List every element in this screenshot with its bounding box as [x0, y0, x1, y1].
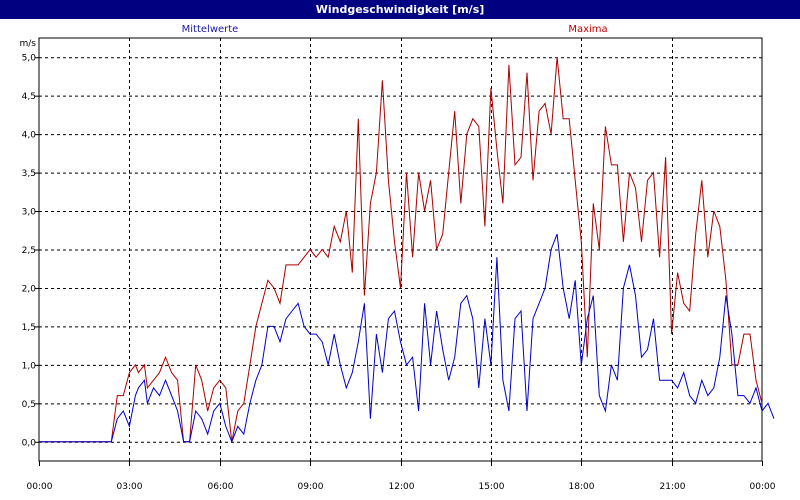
- legend-mittelwerte: Mittelwerte: [181, 24, 239, 35]
- y-tick-label: 3,0: [22, 208, 37, 218]
- x-tick-time: 09:00: [298, 482, 324, 492]
- y-tick-label: 4,5: [22, 92, 36, 102]
- x-tick-time: 15:00: [479, 482, 505, 492]
- wind-chart: 0,00,51,01,52,02,53,03,54,04,55,0 00:00 0…: [20, 37, 776, 492]
- x-tick-time: 03:00: [117, 482, 143, 492]
- y-tick-label: 3,5: [22, 169, 36, 179]
- grid: [35, 38, 763, 466]
- y-tick-label: 5,0: [22, 54, 37, 64]
- y-tick-label: 2,0: [22, 284, 37, 294]
- y-tick-label: 1,5: [22, 323, 36, 333]
- y-axis-unit: m/s: [20, 39, 37, 49]
- series-mittelwerte-line: [39, 233, 775, 444]
- y-tick-label: 0,0: [22, 438, 37, 448]
- y-tick-label: 2,5: [22, 246, 36, 256]
- y-tick-label: 4,0: [22, 131, 37, 141]
- x-tick-time: 00:00: [27, 482, 53, 492]
- legend-maxima: Maxima: [568, 24, 608, 35]
- x-axis: 00:0009.06.2103:0009.06.2106:0009.06.210…: [27, 482, 776, 492]
- y-tick-label: 0,5: [22, 400, 36, 410]
- plot-frame: [38, 37, 763, 462]
- chart-title: Windgeschwindigkeit [m/s]: [0, 0, 800, 19]
- y-tick-label: 1,0: [22, 361, 37, 371]
- x-tick-time: 18:00: [569, 482, 595, 492]
- x-tick-time: 21:00: [660, 482, 686, 492]
- x-tick-time: 12:00: [389, 482, 415, 492]
- series-maxima-line: [39, 57, 763, 443]
- series-layer: [39, 57, 775, 444]
- x-tick-time: 00:00: [750, 482, 776, 492]
- y-axis: 0,0 0,5 1,0 1,5 2,0 2,5 3,0 3,5 4,0 4,5 5,0: [22, 54, 37, 449]
- x-tick-time: 06:00: [208, 482, 234, 492]
